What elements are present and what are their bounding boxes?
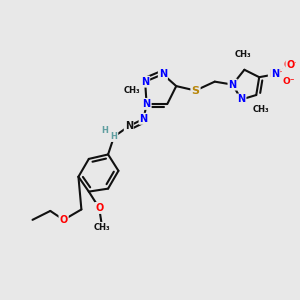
Text: N: N (159, 69, 167, 79)
Text: O: O (286, 60, 295, 70)
Text: N: N (140, 114, 148, 124)
Text: N: N (125, 121, 133, 131)
Text: N: N (272, 69, 280, 79)
Text: O: O (59, 215, 68, 225)
Text: N: N (229, 80, 237, 90)
Text: H: H (111, 132, 117, 141)
Text: O⁻: O⁻ (284, 60, 297, 70)
Text: CH₃: CH₃ (124, 86, 140, 95)
Text: O⁻: O⁻ (283, 77, 295, 86)
Text: CH₃: CH₃ (235, 50, 251, 59)
Text: O: O (285, 76, 293, 87)
Text: N: N (142, 99, 151, 109)
Text: O: O (95, 203, 103, 213)
Text: CH₃: CH₃ (94, 223, 110, 232)
Text: N: N (141, 76, 149, 87)
Text: CH₃: CH₃ (252, 105, 269, 114)
Text: N⁺: N⁺ (269, 69, 282, 79)
Text: S: S (191, 85, 200, 96)
Text: H: H (102, 126, 109, 135)
Text: N: N (237, 94, 245, 104)
